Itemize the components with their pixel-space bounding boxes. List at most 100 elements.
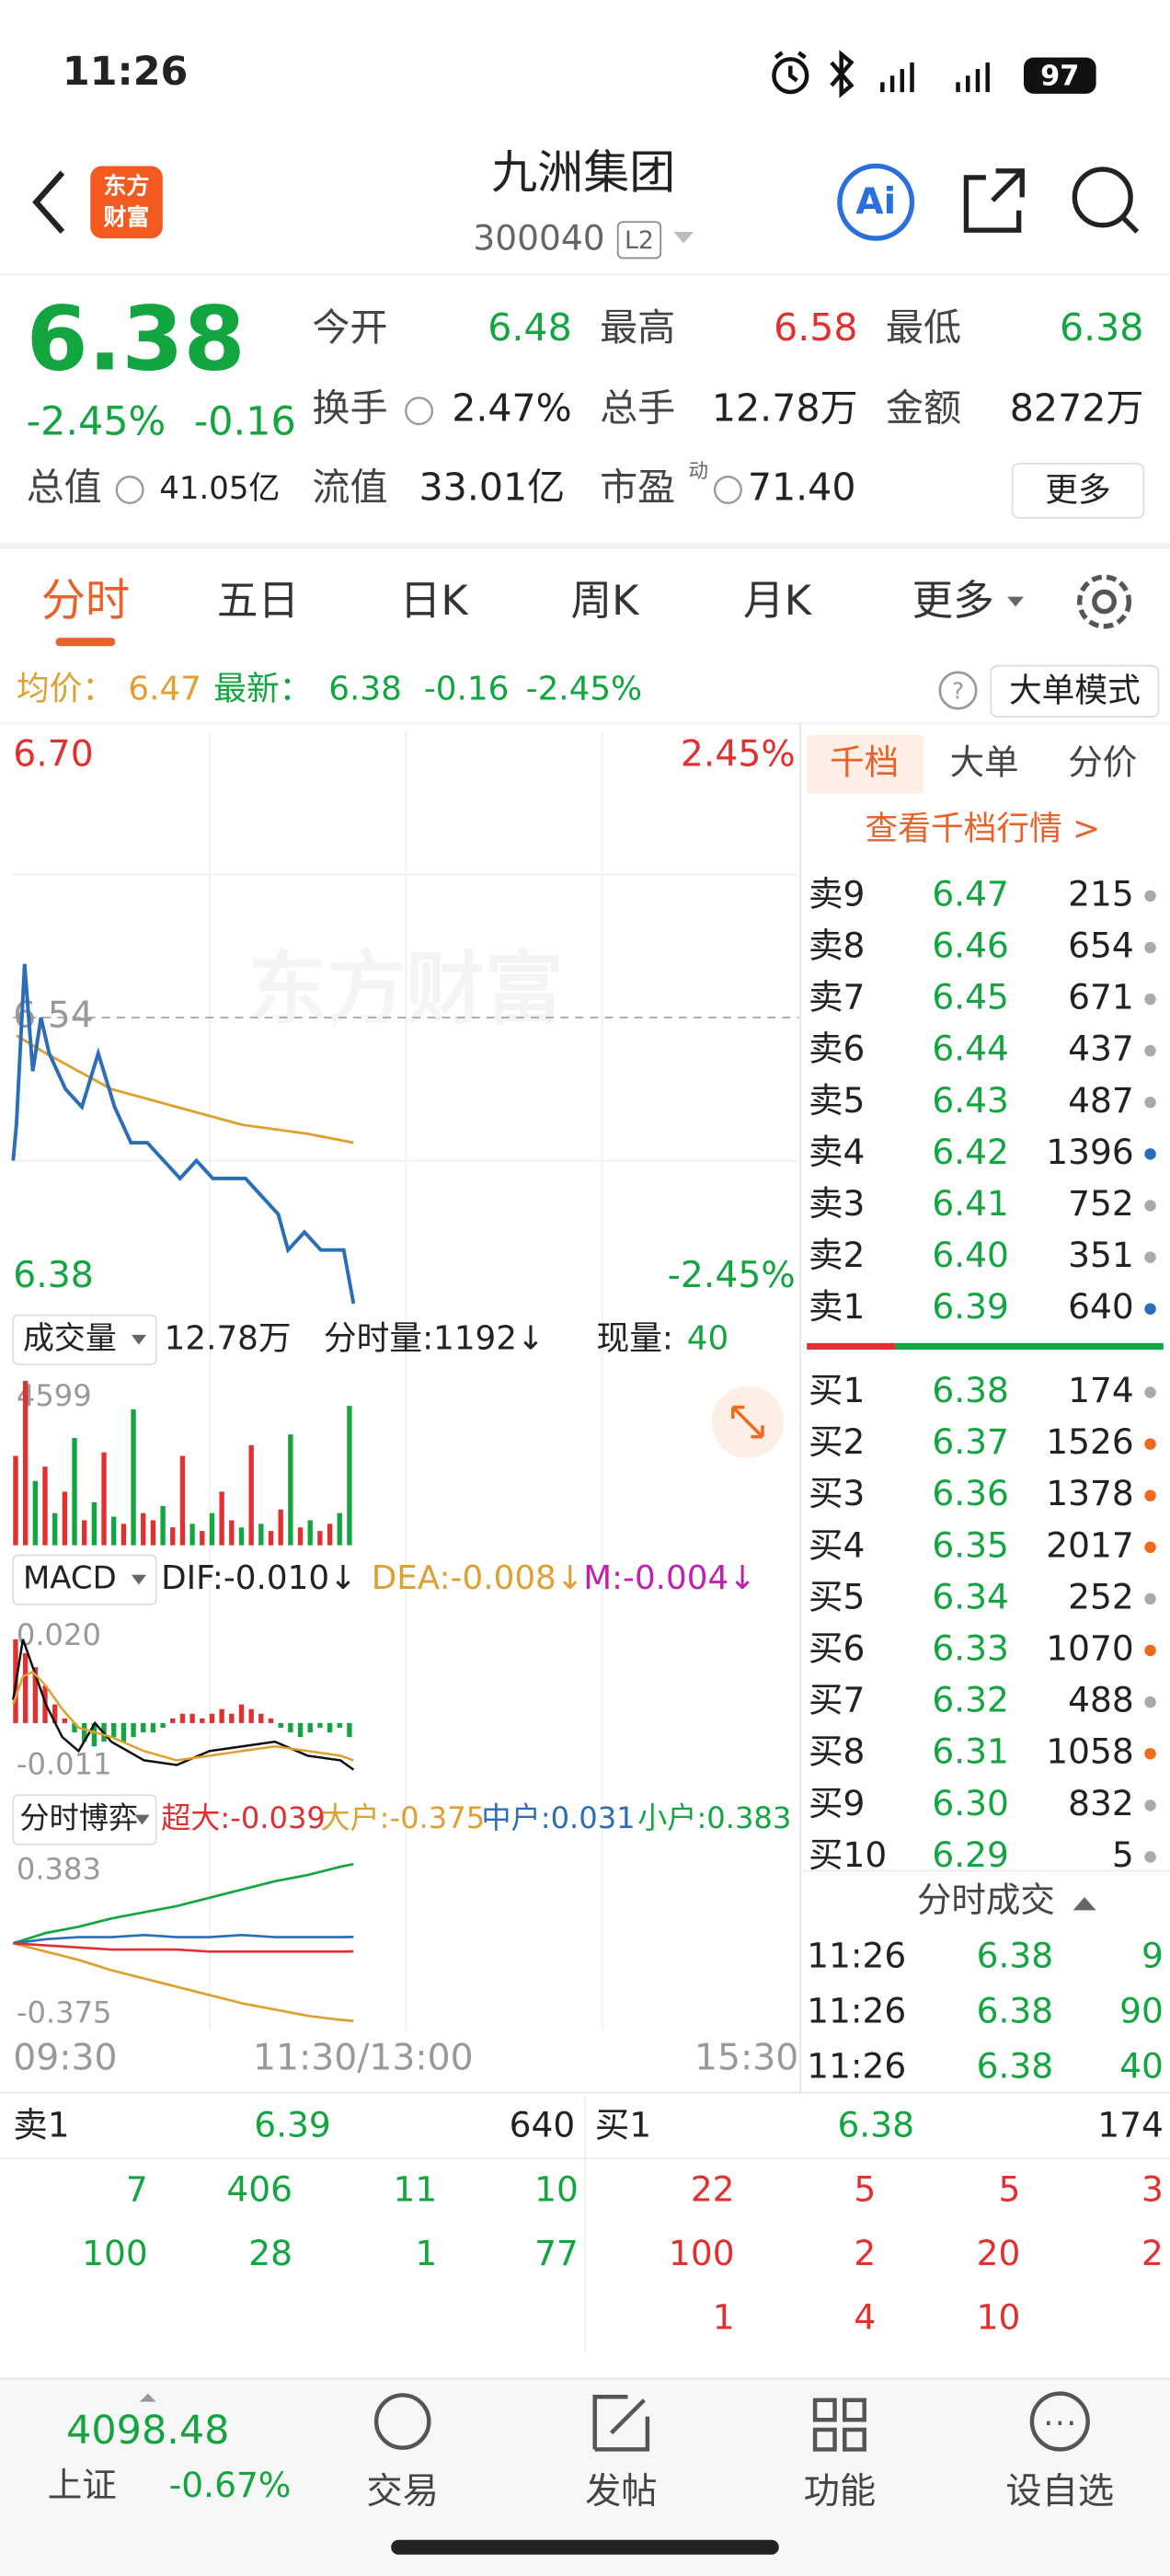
pct-tick-label: 2.45%	[681, 733, 796, 775]
info-value: -0.16	[424, 670, 509, 707]
depth-price: 6.31	[932, 1731, 1009, 1772]
macd-bar	[150, 1722, 156, 1733]
volume-now-label: 现量:	[597, 1319, 673, 1357]
more-button[interactable]	[1011, 462, 1145, 519]
volume-bar	[131, 1409, 136, 1546]
volume-bar	[32, 1480, 39, 1546]
depth-link[interactable]: 查看千档行情 >	[866, 810, 1101, 847]
index-value[interactable]: 4098.48	[66, 2408, 229, 2454]
volume-bar	[160, 1505, 166, 1546]
settings-button[interactable]	[1077, 574, 1132, 629]
volume-bar	[258, 1524, 264, 1546]
tab[interactable]: 周K	[570, 577, 640, 625]
field-label: 金额	[886, 386, 961, 431]
macd-bar	[52, 1704, 58, 1723]
volume-selector[interactable]	[12, 1314, 157, 1365]
depth-label: 买10	[809, 1834, 887, 1875]
info-label: 均价：	[17, 670, 115, 707]
nav-item[interactable]: 功能	[804, 2471, 877, 2513]
volume-bar	[22, 1380, 29, 1546]
macd-selector[interactable]	[12, 1554, 157, 1605]
trade-time: 11:26	[807, 1991, 906, 2031]
y-tick-label: 0.383	[17, 1851, 101, 1886]
depth-label: 买9	[809, 1783, 865, 1823]
mode-label[interactable]: 大单模式	[1009, 672, 1141, 709]
game-text: 超大:-0.039	[161, 1800, 326, 1835]
dropdown-arrow	[131, 1334, 146, 1345]
macd-bar	[209, 1713, 215, 1723]
volume-bar	[13, 1455, 18, 1546]
book-order: 77	[534, 2233, 579, 2273]
game-text: 大户:-0.375	[320, 1800, 485, 1835]
tab[interactable]: 日K	[400, 577, 470, 625]
depth-label: 买8	[809, 1731, 865, 1772]
volume-bar	[120, 1524, 127, 1546]
depth-price: 6.43	[932, 1080, 1009, 1121]
ai-button[interactable]	[837, 163, 915, 241]
depth-label: 买5	[809, 1576, 865, 1616]
x-tick-label: 15:30	[694, 2037, 798, 2078]
depth-dot	[1144, 1593, 1156, 1605]
trades-title: 分时成交	[917, 1880, 1055, 1920]
clock: 11:26	[63, 49, 188, 95]
depth-vol: 437	[1068, 1029, 1134, 1069]
volume-bar	[72, 1438, 77, 1546]
macd-bar	[72, 1722, 77, 1733]
tab[interactable]: 分时	[41, 575, 130, 627]
logo-text: 财富	[104, 204, 150, 231]
depth-label: 买2	[809, 1421, 865, 1462]
stock-code: 300040	[473, 217, 604, 258]
macd-bar	[297, 1722, 304, 1738]
depth-price: 6.46	[932, 925, 1009, 965]
depth-tab[interactable]: 千档	[830, 742, 899, 782]
field-value: 71.40	[748, 465, 856, 509]
mode-button[interactable]	[990, 664, 1160, 718]
back-button[interactable]	[32, 170, 65, 235]
tab[interactable]: 五日	[217, 577, 299, 625]
nav-item[interactable]: 设自选	[1005, 2471, 1114, 2513]
expand-button[interactable]	[711, 1386, 785, 1458]
depth-tab[interactable]: 大单	[950, 742, 1019, 782]
depth-tab[interactable]: 分价	[1068, 742, 1137, 782]
depth-price: 6.39	[932, 1286, 1009, 1327]
book-order: 11	[393, 2168, 437, 2209]
share-button[interactable]	[963, 168, 1025, 233]
macd-bar	[141, 1722, 146, 1733]
macd-bar	[131, 1722, 136, 1738]
depth-vol: 487	[1068, 1080, 1134, 1121]
depth-price: 6.38	[932, 1370, 1009, 1410]
field-value: 6.58	[774, 305, 857, 350]
depth-label: 卖2	[809, 1235, 865, 1275]
book-vol: 640	[510, 2105, 576, 2145]
indicator-name[interactable]: 成交量	[23, 1320, 117, 1357]
depth-vol: 1526	[1046, 1421, 1133, 1462]
tab[interactable]: 月K	[743, 577, 813, 625]
change: -0.16	[194, 399, 296, 445]
index-arrow	[139, 2393, 156, 2402]
depth-price: 6.40	[932, 1235, 1009, 1275]
depth-dot	[1144, 1541, 1156, 1554]
depth-label: 卖4	[809, 1132, 865, 1172]
indicator-name[interactable]: MACD	[23, 1560, 117, 1597]
trade-time: 11:26	[807, 2045, 906, 2086]
volume-now: 40	[687, 1319, 728, 1357]
book-order: 22	[691, 2168, 735, 2209]
level: L2	[625, 226, 654, 255]
help-icon[interactable]	[938, 671, 978, 710]
depth-price: 6.30	[932, 1783, 1009, 1823]
y-tick-label: 6.38	[13, 1255, 93, 1296]
dropdown-arrow	[673, 231, 694, 244]
depth-vol: 488	[1068, 1680, 1134, 1720]
nav-item[interactable]: 交易	[366, 2471, 439, 2513]
book-order: 406	[226, 2168, 292, 2209]
game-selector[interactable]	[12, 1794, 157, 1846]
more-label[interactable]: 更多	[1045, 471, 1110, 509]
search-button[interactable]	[1072, 167, 1140, 234]
field-label: 流值	[312, 465, 387, 509]
tab[interactable]: 更多	[912, 577, 994, 625]
info-value: -2.45%	[526, 670, 642, 707]
game-line	[12, 1941, 354, 2022]
nav-item[interactable]: 发帖	[585, 2471, 658, 2513]
indicator-name[interactable]: 分时博弈	[19, 1800, 138, 1835]
